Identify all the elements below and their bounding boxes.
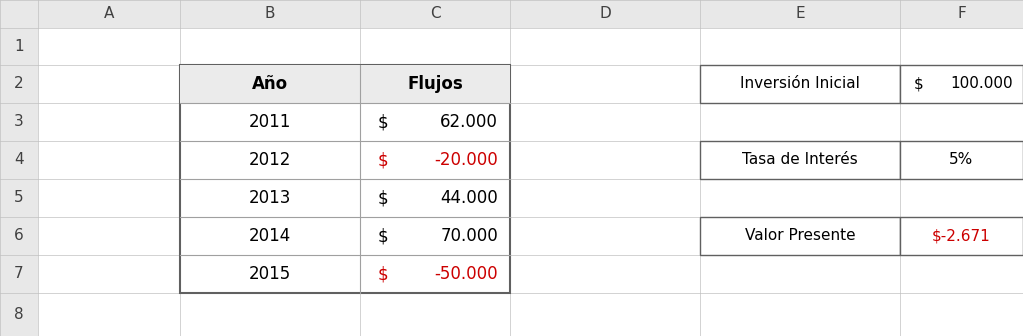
Text: $: $ [914,77,924,91]
Text: $-2.671: $-2.671 [932,228,991,244]
Text: $: $ [379,189,389,207]
Text: B: B [265,6,275,22]
Text: $: $ [379,113,389,131]
Text: Inversión Inicial: Inversión Inicial [740,77,860,91]
Text: E: E [795,6,805,22]
Bar [700,217,900,255]
Text: 6: 6 [14,228,24,244]
Text: 2012: 2012 [249,151,292,169]
Text: 62.000: 62.000 [440,113,498,131]
Text: Valor Presente: Valor Presente [745,228,855,244]
Bar [700,65,900,103]
Text: D: D [599,6,611,22]
Text: 2014: 2014 [249,227,292,245]
Text: -50.000: -50.000 [435,265,498,283]
Bar [180,65,510,293]
Text: C: C [430,6,440,22]
Text: $: $ [379,265,389,283]
Bar [700,141,900,179]
Bar [900,141,1023,179]
Text: 8: 8 [14,307,24,322]
Text: $: $ [379,227,389,245]
Text: 100.000: 100.000 [950,77,1013,91]
Text: 7: 7 [14,266,24,282]
Text: 3: 3 [14,115,24,129]
Text: F: F [958,6,966,22]
Text: A: A [103,6,115,22]
Text: 5%: 5% [949,153,974,168]
Text: 2: 2 [14,77,24,91]
Text: 2013: 2013 [249,189,292,207]
Text: 1: 1 [14,39,24,54]
Text: Año: Año [252,75,288,93]
Text: 70.000: 70.000 [440,227,498,245]
Bar [0,0,1023,28]
Bar [900,65,1023,103]
Text: 4: 4 [14,153,24,168]
Text: Tasa de Interés: Tasa de Interés [742,153,858,168]
Text: Flujos: Flujos [407,75,462,93]
Bar [0,0,38,336]
Text: -20.000: -20.000 [434,151,498,169]
Text: 2011: 2011 [249,113,292,131]
Text: 44.000: 44.000 [440,189,498,207]
Bar [900,217,1023,255]
Bar [180,65,510,103]
Text: 5: 5 [14,191,24,206]
Text: 2015: 2015 [249,265,292,283]
Text: $: $ [379,151,389,169]
